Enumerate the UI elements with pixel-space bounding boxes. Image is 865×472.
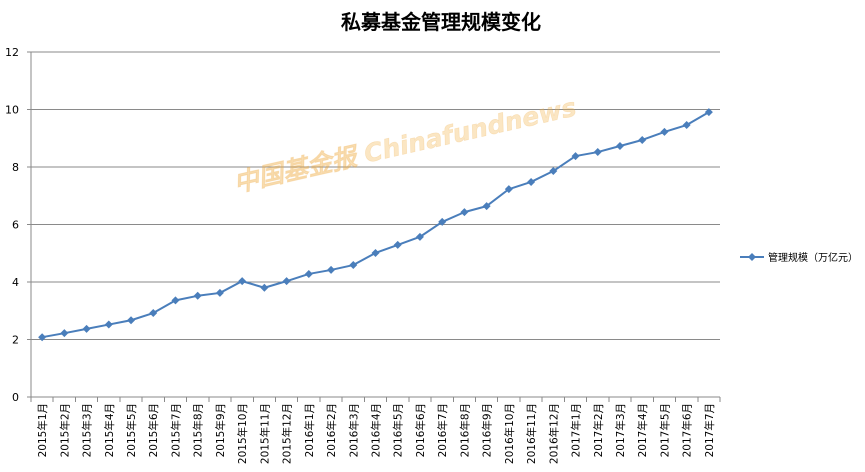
x-tick-label: 2016年2月 — [325, 403, 338, 457]
x-tick-label: 2015年11月 — [258, 403, 271, 464]
x-tick-label: 2016年3月 — [347, 403, 360, 457]
x-tick-label: 2017年3月 — [614, 403, 627, 457]
data-point — [327, 265, 336, 274]
y-tick-label: 0 — [12, 391, 19, 404]
legend: 管理规模（万亿元） — [740, 251, 858, 264]
x-tick-label: 2017年7月 — [703, 403, 716, 457]
data-point — [460, 208, 469, 217]
series-group — [38, 108, 713, 342]
data-point — [504, 185, 513, 194]
x-tick-label: 2015年9月 — [214, 403, 227, 457]
x-tick-label: 2016年8月 — [458, 403, 471, 457]
x-tick-label: 2015年3月 — [81, 403, 94, 457]
y-tick-label: 4 — [12, 276, 19, 289]
y-tick-label: 2 — [12, 334, 19, 347]
x-tick-label: 2017年1月 — [570, 403, 583, 457]
x-tick-label: 2016年1月 — [303, 403, 316, 457]
data-point — [38, 333, 47, 342]
data-point — [282, 277, 291, 286]
data-point — [171, 296, 180, 305]
y-tick-label: 10 — [5, 104, 19, 117]
y-tick-label: 6 — [12, 219, 19, 232]
data-point — [660, 127, 669, 136]
data-point — [82, 324, 91, 333]
data-point — [615, 142, 624, 151]
x-tick-label: 2016年11月 — [525, 403, 538, 464]
data-point — [260, 283, 269, 292]
legend-marker — [748, 253, 756, 261]
x-tick-label: 2017年5月 — [658, 403, 671, 457]
data-point — [638, 135, 647, 144]
x-tick-label: 2016年5月 — [392, 403, 405, 457]
y-tick-label: 12 — [5, 46, 19, 59]
x-tick-label: 2015年2月 — [58, 403, 71, 457]
x-tick-label: 2015年12月 — [281, 403, 294, 464]
x-tick-label: 2015年8月 — [192, 403, 205, 457]
x-tick-label: 2016年6月 — [414, 403, 427, 457]
data-point — [549, 167, 558, 176]
x-tick-label: 2017年4月 — [636, 403, 649, 457]
x-tick-label: 2017年6月 — [681, 403, 694, 457]
x-tick-label: 2015年10月 — [236, 403, 249, 464]
x-tick-label: 2015年5月 — [125, 403, 138, 457]
x-tick-label: 2015年7月 — [169, 403, 182, 457]
x-tick-label: 2016年4月 — [370, 403, 383, 457]
x-axis: 2015年1月 2015年2月 2015年3月 2015年4月 2015年5月 2015年… — [30, 396, 721, 464]
data-point — [704, 108, 713, 117]
data-point — [127, 316, 136, 325]
data-point — [571, 152, 580, 161]
data-point — [215, 288, 224, 297]
data-point — [482, 202, 491, 211]
data-point — [149, 309, 158, 318]
x-tick-label: 2016年7月 — [436, 403, 449, 457]
data-point — [415, 232, 424, 241]
x-tick-label: 2016年10月 — [503, 403, 516, 464]
data-point — [104, 320, 113, 329]
gridlines — [31, 51, 720, 340]
chart-title: 私募基金管理规模变化 — [341, 10, 541, 34]
data-point — [371, 248, 380, 257]
y-axis: 0 2 4 6 8 10 12 — [5, 46, 32, 404]
x-tick-label: 2015年1月 — [36, 403, 49, 457]
data-point — [349, 261, 358, 270]
data-point — [193, 291, 202, 300]
x-tick-label: 2016年9月 — [481, 403, 494, 457]
x-tick-label: 2015年6月 — [147, 403, 160, 457]
data-point — [304, 269, 313, 278]
data-point — [593, 148, 602, 157]
y-tick-label: 8 — [12, 161, 19, 174]
data-point — [527, 177, 536, 186]
x-tick-label: 2016年12月 — [547, 403, 560, 464]
x-tick-label: 2015年4月 — [103, 403, 116, 457]
data-point — [438, 217, 447, 226]
legend-label: 管理规模（万亿元） — [768, 251, 858, 264]
data-point — [682, 121, 691, 130]
data-point — [393, 240, 402, 249]
data-point — [238, 277, 247, 286]
data-point — [60, 329, 69, 338]
x-tick-label: 2017年2月 — [592, 403, 605, 457]
